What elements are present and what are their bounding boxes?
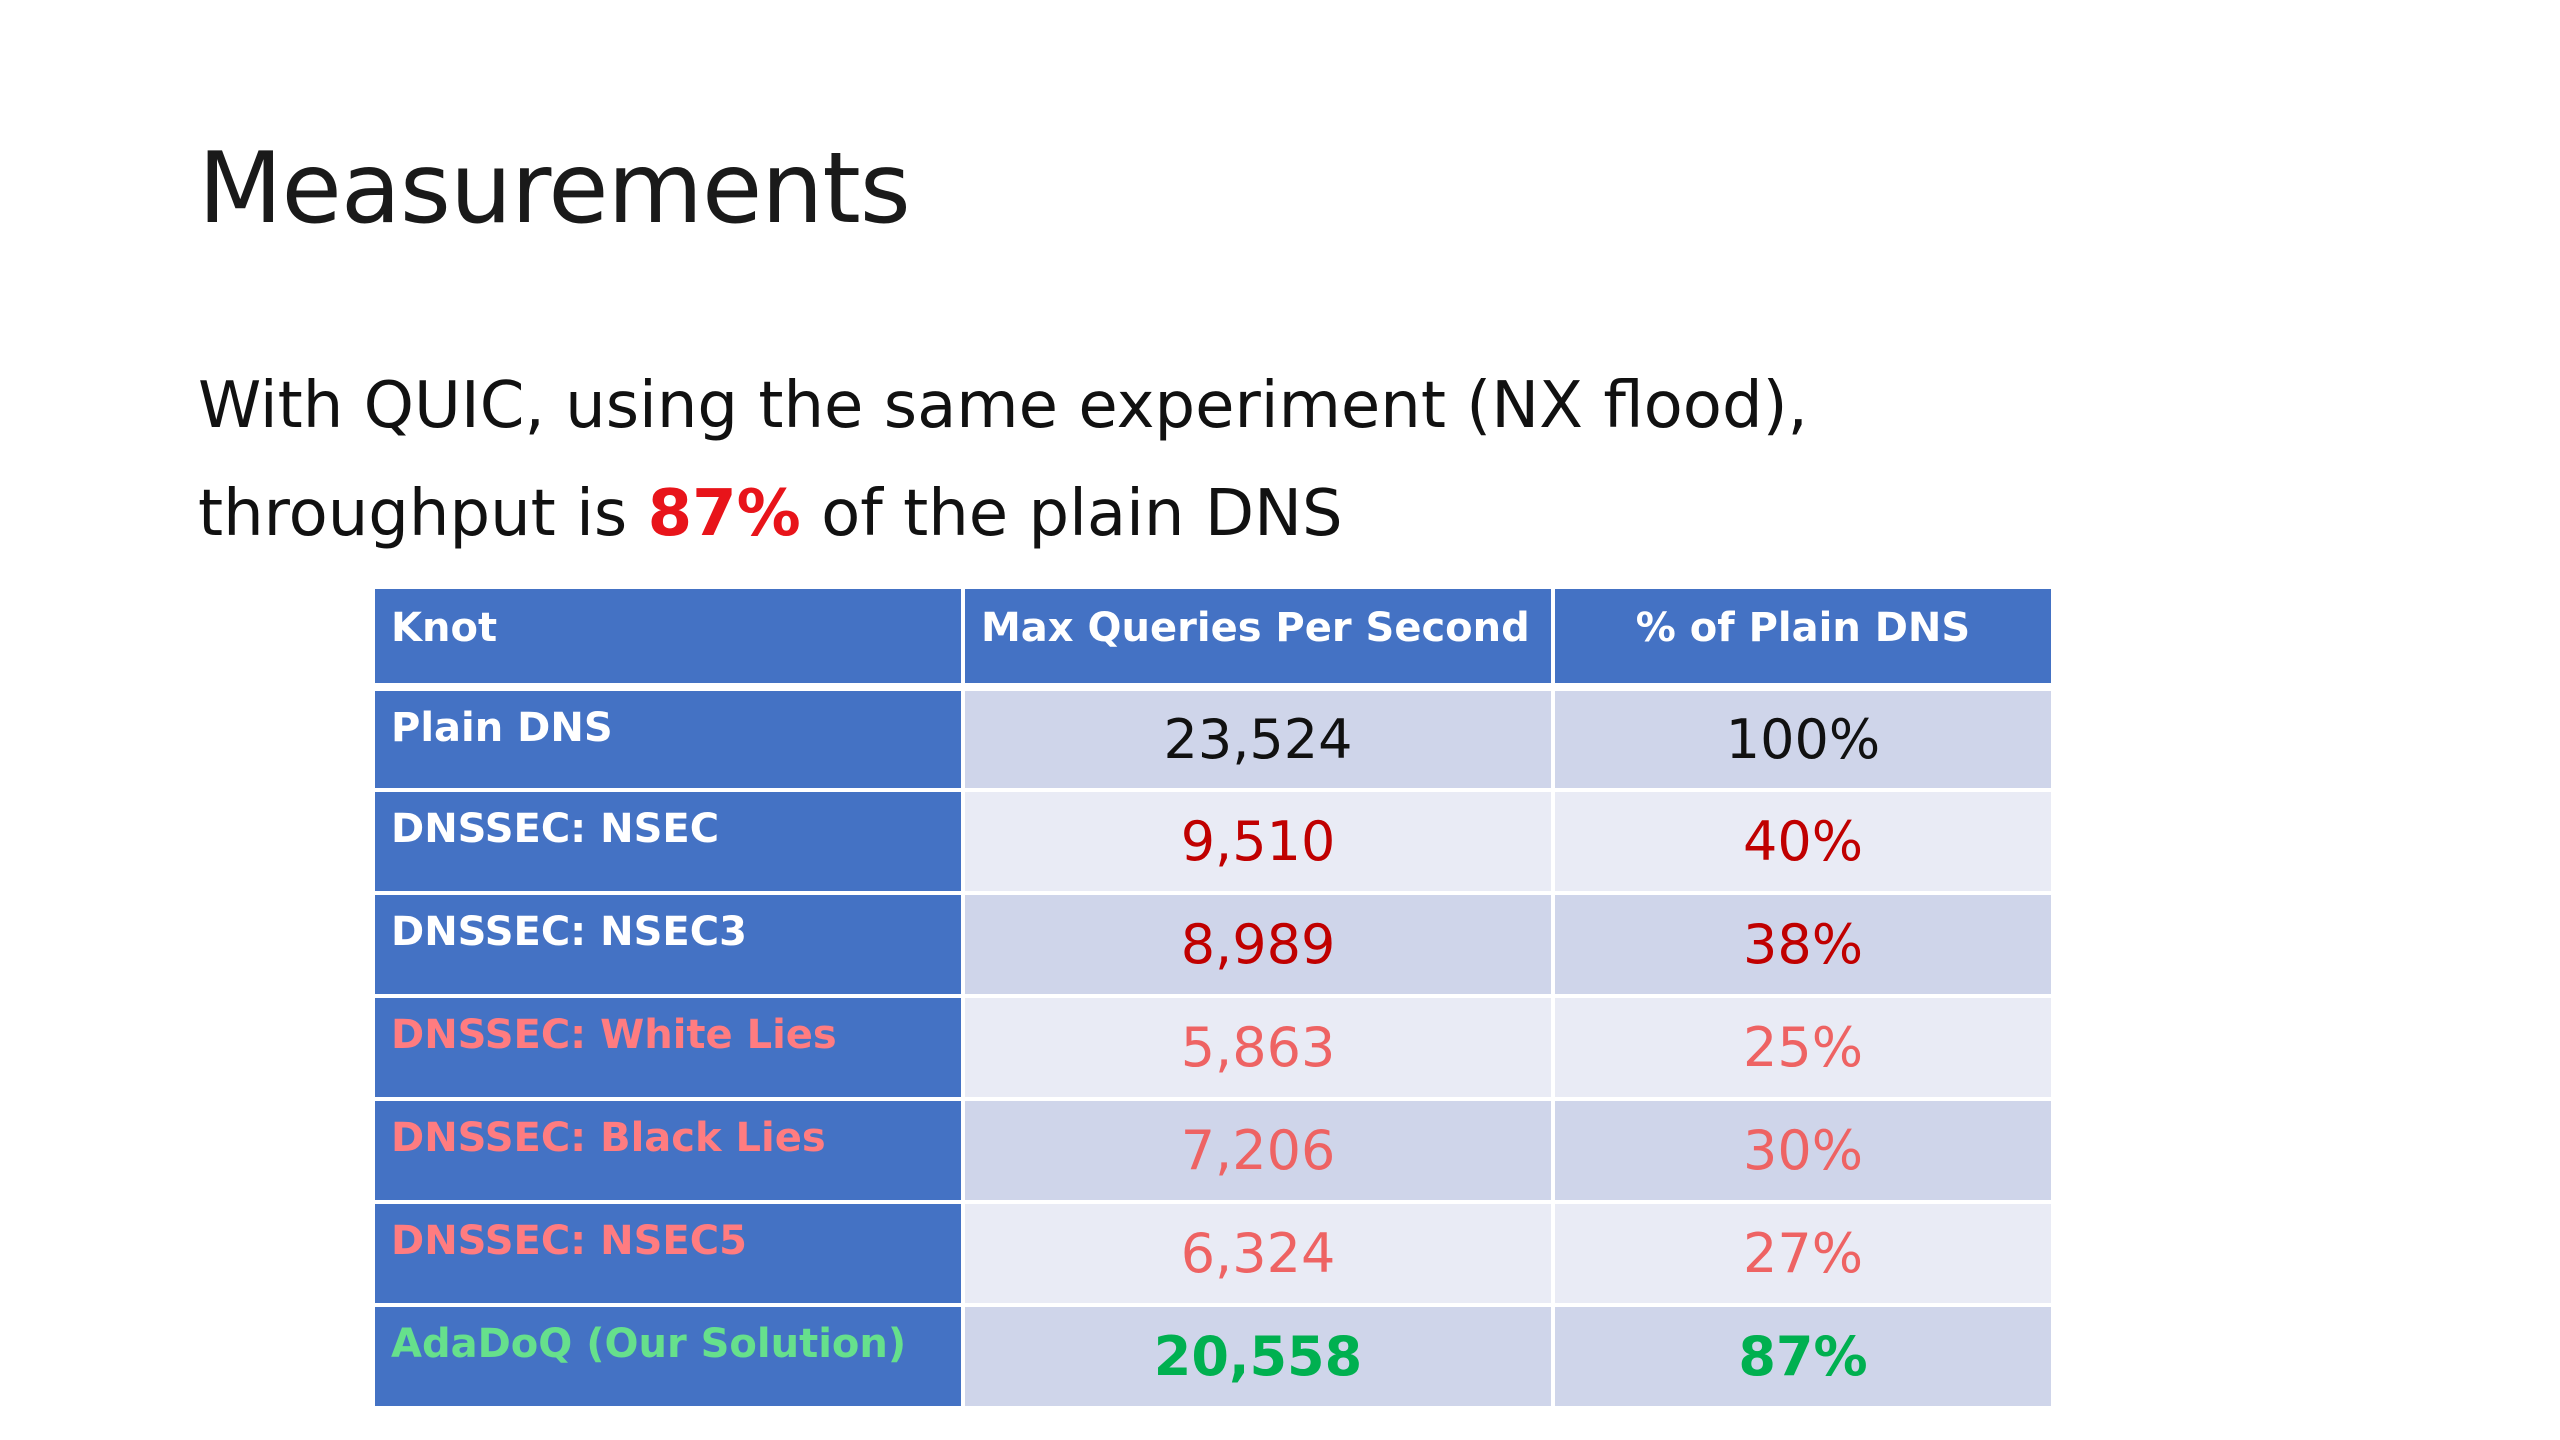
- pct-value: 25%: [1551, 994, 2055, 1101]
- max-qps-value: 20,558: [961, 1303, 1555, 1410]
- row-label: DNSSEC: NSEC5: [371, 1200, 965, 1307]
- row-label: Plain DNS: [371, 685, 965, 792]
- header-max-qps: Max Queries Per Second: [961, 585, 1555, 691]
- pct-value: 30%: [1551, 1097, 2055, 1204]
- throughput-percentage: 87%: [647, 477, 801, 551]
- max-qps-value: 5,863: [961, 994, 1555, 1101]
- pct-value: 100%: [1551, 685, 2055, 792]
- max-qps-value: 7,206: [961, 1097, 1555, 1204]
- pct-value: 27%: [1551, 1200, 2055, 1307]
- body-line-2-suffix: of the plain DNS: [800, 477, 1343, 551]
- pct-value: 40%: [1551, 788, 2055, 895]
- body-line-2-prefix: throughput is: [198, 477, 648, 551]
- table-row-dnssec-black-lies: DNSSEC: Black Lies 7,206 30%: [371, 1097, 2055, 1204]
- max-qps-value: 9,510: [961, 788, 1555, 895]
- table-row-dnssec-nsec3: DNSSEC: NSEC3 8,989 38%: [371, 891, 2055, 998]
- row-label: DNSSEC: NSEC3: [371, 891, 965, 998]
- body-line-1: With QUIC, using the same experiment (NX…: [198, 369, 1808, 443]
- max-qps-value: 6,324: [961, 1200, 1555, 1307]
- pct-value: 87%: [1551, 1303, 2055, 1410]
- row-label: DNSSEC: NSEC: [371, 788, 965, 895]
- row-label: AdaDoQ (Our Solution): [371, 1303, 965, 1410]
- slide-title: Measurements: [198, 132, 911, 246]
- body-line-2: throughput is 87% of the plain DNS: [198, 460, 1808, 568]
- slide-body-text: With QUIC, using the same experiment (NX…: [198, 352, 1808, 568]
- header-knot: Knot: [371, 585, 965, 691]
- table-row-dnssec-nsec: DNSSEC: NSEC 9,510 40%: [371, 788, 2055, 895]
- table-row-dnssec-nsec5: DNSSEC: NSEC5 6,324 27%: [371, 1200, 2055, 1307]
- table-row-adadoq: AdaDoQ (Our Solution) 20,558 87%: [371, 1303, 2055, 1410]
- header-pct-plain-dns: % of Plain DNS: [1551, 585, 2055, 691]
- max-qps-value: 23,524: [961, 685, 1555, 792]
- table-header-row: Knot Max Queries Per Second % of Plain D…: [371, 585, 2055, 691]
- table-row-plain-dns: Plain DNS 23,524 100%: [371, 685, 2055, 792]
- results-table: Knot Max Queries Per Second % of Plain D…: [371, 585, 2055, 1410]
- pct-value: 38%: [1551, 891, 2055, 998]
- max-qps-value: 8,989: [961, 891, 1555, 998]
- table-row-dnssec-white-lies: DNSSEC: White Lies 5,863 25%: [371, 994, 2055, 1101]
- row-label: DNSSEC: White Lies: [371, 994, 965, 1101]
- row-label: DNSSEC: Black Lies: [371, 1097, 965, 1204]
